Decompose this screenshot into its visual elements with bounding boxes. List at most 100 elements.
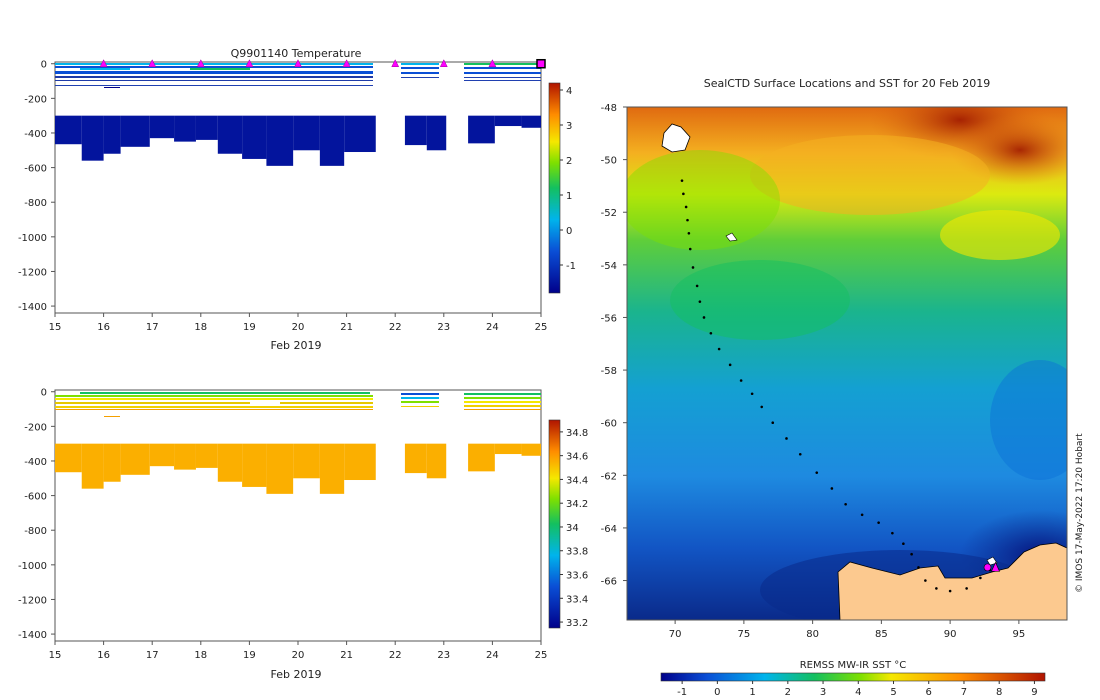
track-point — [702, 316, 706, 319]
track-point — [695, 284, 699, 288]
temperature-ytick-label: -1200 — [18, 267, 47, 278]
salinity-xtick-label: 20 — [292, 650, 305, 661]
temperature-deep-segment — [242, 115, 267, 159]
profile-marker — [196, 59, 205, 67]
temperature-ytick-label: -1000 — [18, 233, 47, 244]
temperature-deep-segment — [494, 115, 522, 127]
salinity-xtick-label: 19 — [243, 650, 256, 661]
temperature-cbar-tick-label: 3 — [566, 121, 572, 132]
sst-cbar-tick-label: 7 — [961, 687, 967, 698]
salinity-cbar-tick-label: 33.8 — [566, 547, 588, 558]
track-point — [917, 566, 920, 569]
profile-marker — [148, 59, 157, 67]
temperature-ytick-label: -1400 — [18, 302, 47, 313]
salinity-ytick-label: -600 — [24, 492, 47, 503]
temperature-xtick-label: 24 — [486, 322, 499, 333]
temperature-plot-area — [54, 61, 542, 314]
sst-colorbar-title: REMSS MW-IR SST °C — [800, 660, 907, 671]
temperature-deep-segment — [404, 115, 427, 146]
temperature-colorbar — [548, 82, 561, 294]
track-point — [686, 218, 689, 222]
salinity-deep-segment — [293, 443, 320, 479]
track-point — [709, 331, 713, 335]
temperature-deep-segment — [217, 115, 243, 154]
track-point — [877, 521, 880, 524]
temperature-xlabel: Feb 2019 — [271, 339, 322, 352]
map-ytick-label: -56 — [601, 313, 617, 324]
salinity-ytick-label: -1000 — [18, 561, 47, 572]
profile-marker — [391, 59, 400, 67]
sst-colorbar — [660, 672, 1046, 682]
track-point — [935, 587, 938, 590]
sst-cbar-tick-label: 6 — [926, 687, 932, 698]
temperature-deep-segment — [120, 115, 150, 147]
temperature-section-chart: Q9901140 Temperature 0 -200 -400 -600 -800 -1… — [18, 47, 576, 352]
temperature-colorbar-ticks: 4 3 2 1 0 -1 — [560, 86, 576, 272]
salinity-deep-segment — [120, 443, 150, 475]
temperature-deep-segment — [468, 115, 495, 144]
profile-marker-latest — [536, 58, 546, 69]
sst-cbar-tick-label: 8 — [996, 687, 1002, 698]
salinity-deep-segment — [266, 443, 294, 494]
sst-cbar-tick-label: 1 — [749, 687, 755, 698]
temperature-ytick-label: 0 — [41, 60, 47, 71]
temperature-deep-segment — [103, 115, 121, 154]
salinity-deep-segment — [217, 443, 243, 482]
temperature-cbar-tick-label: 0 — [566, 226, 572, 237]
sst-field — [627, 107, 1067, 620]
map-ytick-label: -50 — [601, 156, 617, 167]
temperature-ytick-label: -200 — [24, 94, 47, 105]
salinity-deep-layer — [55, 443, 541, 494]
sst-cbar-tick-label: -1 — [677, 687, 687, 698]
track-point — [798, 452, 802, 456]
map-ytick-label: -58 — [601, 366, 617, 377]
track-point — [910, 552, 913, 556]
salinity-xtick-label: 16 — [97, 650, 110, 661]
track-point — [924, 579, 927, 582]
profile-marker — [99, 59, 108, 67]
salinity-deep-segment — [81, 443, 104, 489]
track-point — [739, 379, 743, 382]
sst-cbar-tick-label: 0 — [714, 687, 720, 698]
map-ytick-label: -62 — [601, 471, 617, 482]
salinity-deep-segment — [103, 443, 121, 482]
sst-map-chart: SealCTD Surface Locations and SST for 20… — [601, 77, 1085, 698]
salinity-deep-segment — [242, 443, 267, 487]
track-point — [785, 437, 788, 440]
latest-position-triangle — [991, 561, 1000, 572]
track-point — [698, 300, 702, 303]
map-xtick-label: 85 — [875, 629, 888, 640]
track-point — [691, 266, 695, 269]
seal-track — [680, 179, 992, 593]
imos-credit: © IMOS 17-May-2022 17:20 Hobart — [1075, 433, 1085, 593]
map-xtick-label: 80 — [806, 629, 819, 640]
map-xtick-label: 90 — [944, 629, 957, 640]
map-xtick-label: 75 — [738, 629, 751, 640]
sst-cbar-tick-label: 3 — [820, 687, 826, 698]
salinity-xtick-label: 21 — [340, 650, 353, 661]
salinity-cbar-tick-label: 34.6 — [566, 452, 588, 463]
map-ytick-label: -60 — [601, 419, 617, 430]
salinity-cbar-tick-label: 33.2 — [566, 618, 588, 629]
salinity-deep-segment — [344, 443, 376, 481]
temperature-xtick-label: 23 — [437, 322, 450, 333]
temperature-deep-segment — [149, 115, 175, 139]
track-point — [860, 513, 864, 517]
temperature-xtick-label: 15 — [49, 322, 62, 333]
latest-position-marker — [983, 563, 992, 572]
temperature-deep-segment — [521, 115, 541, 128]
salinity-xtick-label: 24 — [486, 650, 499, 661]
track-point — [965, 587, 968, 590]
heard-island — [725, 232, 738, 242]
salinity-colorbar-ticks: 34.8 34.6 34.4 34.2 34 33.8 33.6 33.4 33.2 — [560, 428, 588, 629]
track-point — [948, 589, 952, 593]
sst-cbar-tick-label: 4 — [855, 687, 861, 698]
temperature-deep-segment — [266, 115, 294, 166]
salinity-xtick-label: 22 — [389, 650, 402, 661]
temperature-ytick-label: -800 — [24, 198, 47, 209]
temperature-xtick-label: 16 — [97, 322, 110, 333]
map-ytick-label: -66 — [601, 577, 617, 588]
salinity-colorbar — [548, 419, 561, 629]
map-xtick-label: 95 — [1013, 629, 1026, 640]
